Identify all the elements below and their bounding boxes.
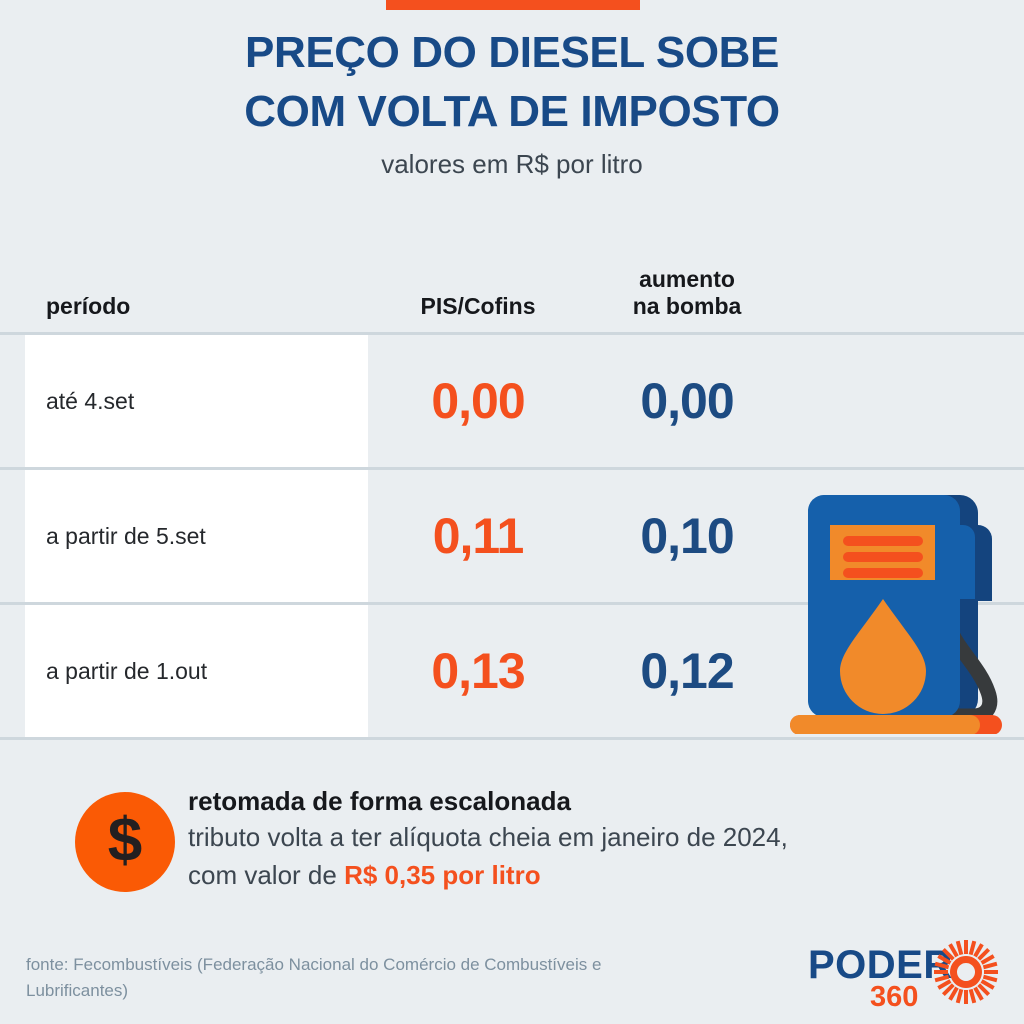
table-separator — [0, 332, 1024, 335]
logo-wordmark: PODER — [808, 943, 953, 987]
title-line-2: COM VOLTA DE IMPOSTO — [244, 86, 780, 136]
table-separator — [0, 737, 1024, 740]
table-row: até 4.set 0,00 0,00 — [0, 335, 1024, 467]
subtitle: valores em R$ por litro — [381, 149, 643, 180]
table-header-row: período PIS/Cofins aumento na bomba — [0, 235, 1024, 332]
top-accent-bar — [386, 0, 640, 10]
row-2-aumento-na-bomba: 0,10 — [640, 508, 734, 564]
table-row: a partir de 5.set 0,11 0,10 — [0, 470, 1024, 602]
column-header-aumento-line-2: na bomba — [632, 292, 742, 319]
callout-section: $ retomada de forma escalonada tributo v… — [0, 752, 1024, 912]
callout-body-line-1: tributo volta a ter alíquota cheia em ja… — [188, 822, 788, 853]
row-2-pis-cofins: 0,11 — [432, 508, 525, 564]
poder360-logo: PODER 360 — [808, 940, 998, 1010]
page-title: PREÇO DO DIESEL SOBE COM VOLTA DE IMPOST… — [0, 24, 1024, 180]
column-header-aumento-line-1: aumento — [639, 265, 735, 292]
callout-body-line-2: com valor de R$ 0,35 por litro — [188, 857, 948, 895]
source-note: fonte: Fecombustíveis (Federação Naciona… — [26, 955, 602, 1000]
title-line-1: PREÇO DO DIESEL SOBE — [245, 28, 779, 77]
row-1-pis-cofins: 0,00 — [431, 373, 525, 429]
row-2-period: a partir de 5.set — [46, 522, 206, 549]
row-3-period: a partir de 1.out — [46, 657, 208, 684]
sunburst-rays — [934, 940, 998, 1004]
callout-heading: retomada de forma escalonada — [188, 786, 571, 816]
callout-body-prefix: com valor de — [188, 859, 345, 890]
callout-text-block: retomada de forma escalonada tributo vol… — [188, 784, 948, 894]
column-header-periodo: período — [46, 293, 131, 319]
row-3-pis-cofins: 0,13 — [431, 643, 525, 699]
row-label-background — [25, 335, 368, 467]
callout-highlight-value: R$ 0,35 por litro — [344, 859, 541, 890]
table-row: a partir de 1.out 0,13 0,12 — [0, 605, 1024, 737]
data-table: período PIS/Cofins aumento na bomba até … — [0, 235, 1024, 740]
row-3-aumento-na-bomba: 0,12 — [640, 643, 734, 699]
table-separator — [0, 467, 1024, 470]
row-1-period: até 4.set — [46, 387, 135, 414]
dollar-glyph: $ — [107, 805, 143, 875]
column-header-aumento-na-bomba: aumento na bomba — [592, 266, 782, 320]
row-label-background — [25, 605, 368, 737]
row-label-background — [25, 470, 368, 602]
column-header-pis-cofins: PIS/Cofins — [420, 293, 536, 319]
table-separator — [0, 602, 1024, 605]
row-1-aumento-na-bomba: 0,00 — [640, 373, 734, 429]
logo-number: 360 — [870, 981, 918, 1010]
dollar-sign-icon: $ — [75, 792, 175, 892]
